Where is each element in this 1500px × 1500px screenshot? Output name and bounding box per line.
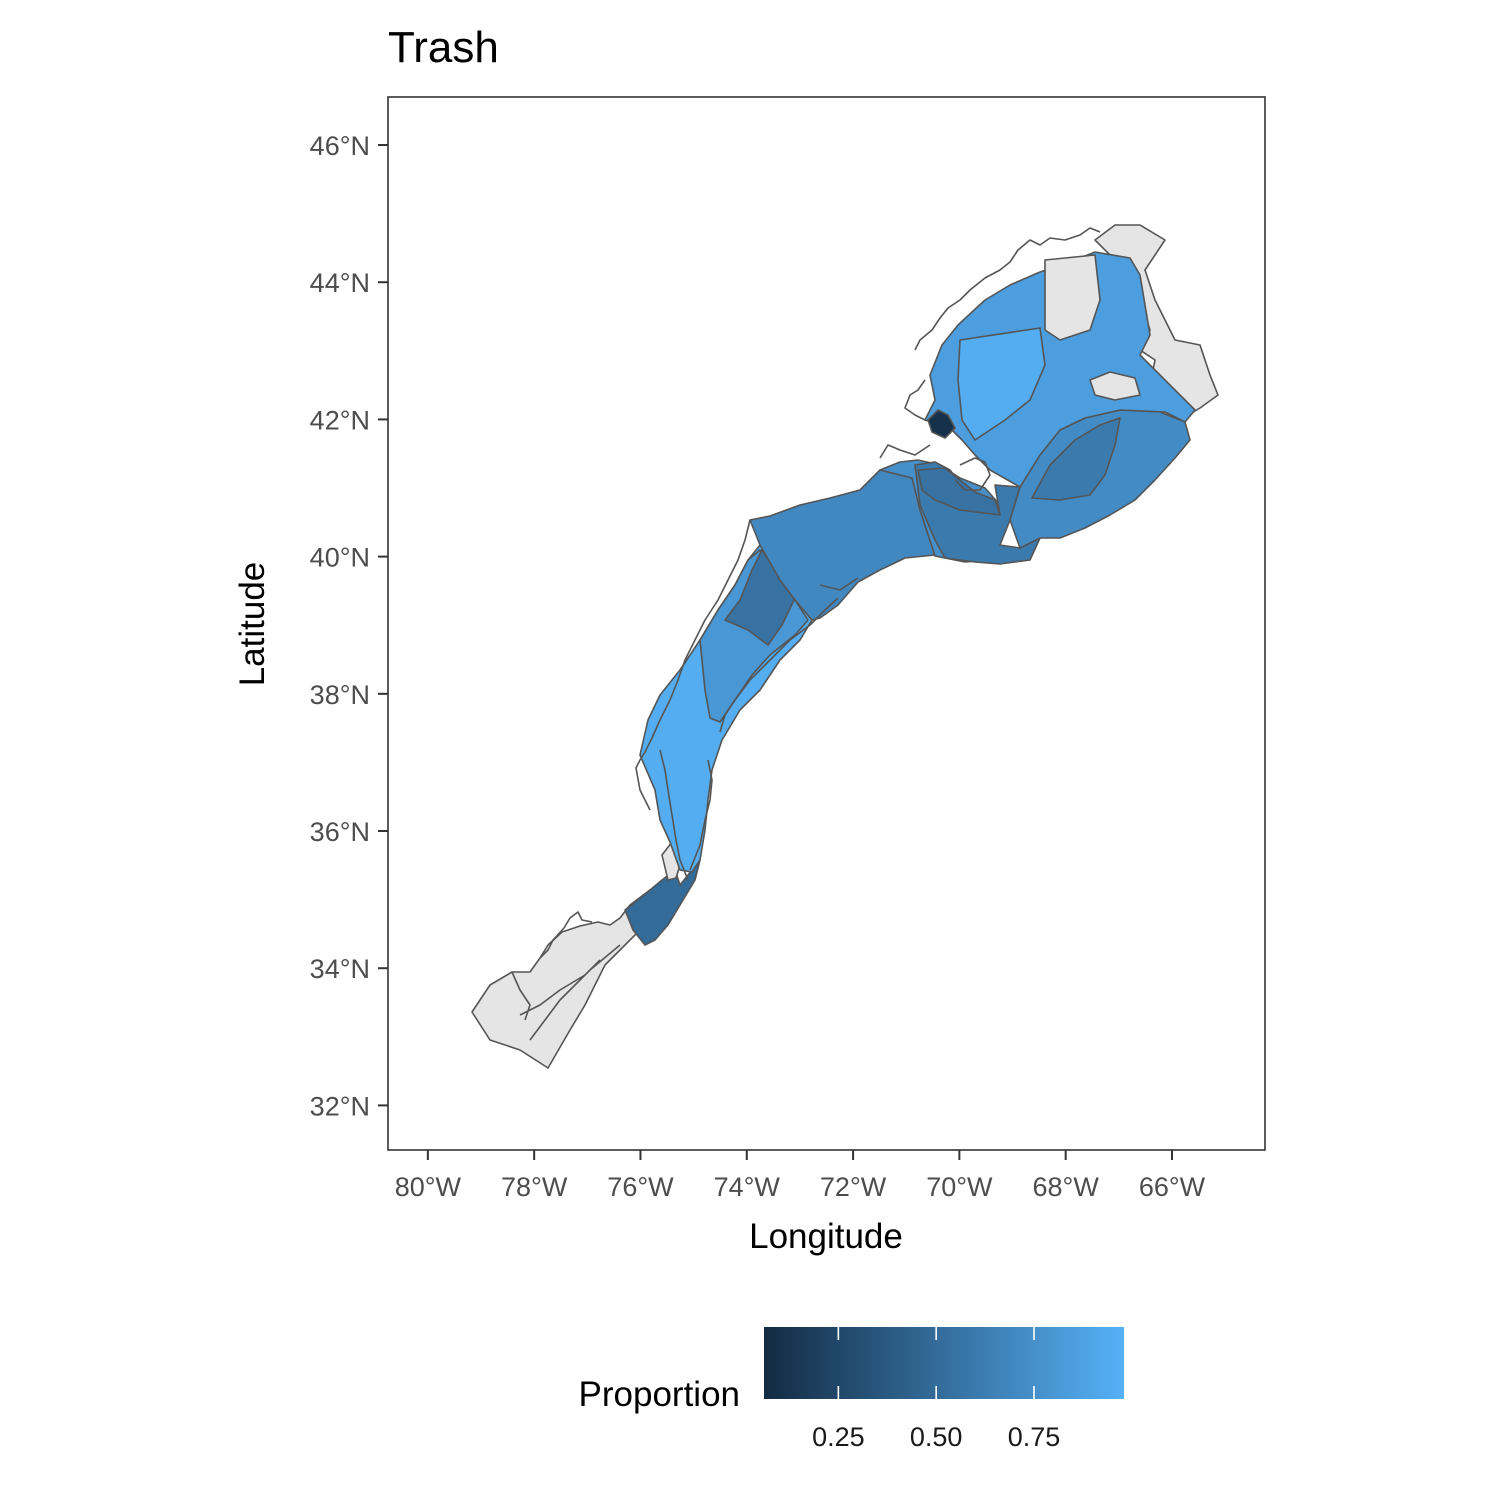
legend-title: Proportion (579, 1375, 740, 1414)
y-tick-label: 40°N (310, 543, 370, 573)
x-tick-label: 76°W (607, 1172, 674, 1202)
region-georges-bank-core (1031, 417, 1121, 501)
y-axis: 46°N 44°N 42°N 40°N 38°N 36°N 34°N 32°N (310, 131, 388, 1121)
plot-title: Trash (388, 23, 499, 72)
region-cape-hatteras (624, 859, 701, 946)
x-tick-label: 66°W (1139, 1172, 1206, 1202)
coastline-northeast (879, 227, 1101, 491)
x-tick-label: 72°W (820, 1172, 887, 1202)
y-tick-label: 34°N (310, 954, 370, 984)
colorbar (764, 1327, 1124, 1399)
legend: Proportion 0.25 0.50 0.75 (579, 1327, 1124, 1452)
y-axis-title: Latitude (233, 562, 272, 687)
region-massachusetts-bay (927, 409, 956, 439)
x-axis-title: Longitude (749, 1217, 903, 1256)
y-tick-label: 46°N (310, 131, 370, 161)
colorbar-tick-label: 0.25 (812, 1422, 865, 1452)
region-new-jersey (749, 469, 936, 621)
colorbar-tick-label: 0.75 (1008, 1422, 1061, 1452)
region-jordan-basin (1044, 254, 1101, 341)
x-tick-label: 78°W (501, 1172, 568, 1202)
x-tick-label: 80°W (395, 1172, 462, 1202)
x-tick-label: 68°W (1033, 1172, 1100, 1202)
y-tick-label: 36°N (310, 817, 370, 847)
x-axis: 80°W 78°W 76°W 74°W 72°W 70°W 68°W 66°W (395, 1150, 1206, 1202)
y-tick-label: 42°N (310, 405, 370, 435)
panel-border (387, 96, 1266, 1151)
y-tick-label: 38°N (310, 680, 370, 710)
colorbar-tick-label: 0.50 (910, 1422, 963, 1452)
y-tick-label: 44°N (310, 268, 370, 298)
region-wilkinson-basin (957, 327, 1046, 441)
y-tick-label: 32°N (310, 1091, 370, 1121)
coastline-midatlantic (635, 519, 859, 881)
region-cultivator-shoals (1089, 371, 1141, 401)
coastline-south (511, 911, 621, 1041)
x-tick-label: 74°W (714, 1172, 781, 1202)
region-nantucket-shoals (917, 467, 1001, 516)
x-tick-label: 70°W (926, 1172, 993, 1202)
map-layer (471, 224, 1219, 1069)
